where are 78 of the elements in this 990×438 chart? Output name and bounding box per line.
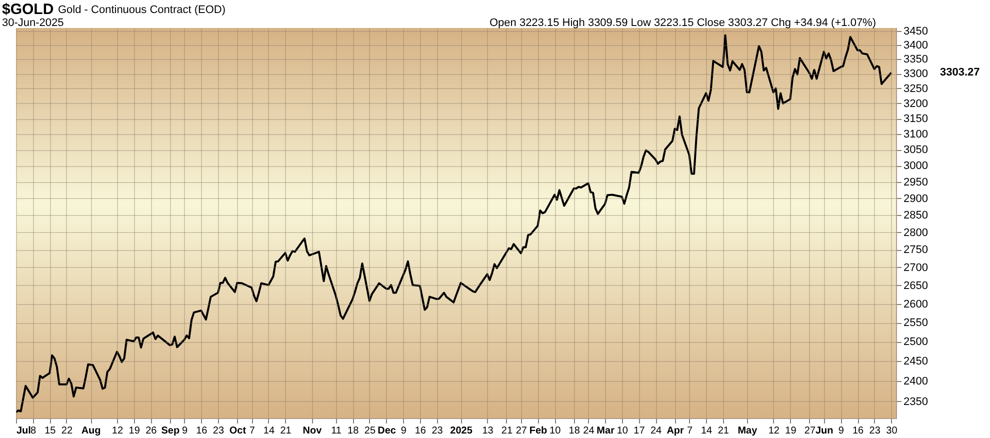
x-tick-label: 23 xyxy=(869,426,881,436)
x-tick-label: Feb xyxy=(529,426,548,436)
x-tick-label: 2025 xyxy=(450,426,473,436)
x-tick-label: 7 xyxy=(249,426,256,436)
y-tick-label: 2650 xyxy=(904,280,928,292)
y-tick-label: 3400 xyxy=(904,39,928,52)
x-tick-label: 24 xyxy=(650,426,662,436)
x-tick-label: 17 xyxy=(634,426,646,436)
y-tick-label: 2800 xyxy=(904,226,928,239)
y-tick-label: 3150 xyxy=(904,113,928,126)
x-tick-label: 9 xyxy=(182,426,188,436)
x-tick-label: 9 xyxy=(400,426,407,436)
y-tick-label: 2900 xyxy=(904,192,928,205)
x-tick-label: Apr xyxy=(666,426,684,436)
x-tick-label: 7 xyxy=(686,426,693,436)
x-tick-label: Nov xyxy=(302,426,322,436)
x-tick-label: 21 xyxy=(280,426,292,436)
y-tick-label: 2450 xyxy=(904,356,928,368)
y-tick-label: 3450 xyxy=(904,25,928,38)
x-tick-label: Aug xyxy=(81,426,101,436)
y-tick-label: 3100 xyxy=(904,128,928,141)
x-tick-label: Oct xyxy=(229,426,247,436)
y-tick-label: 2750 xyxy=(904,244,928,256)
x-tick-label: Jul xyxy=(16,426,32,436)
x-tick-label: 10 xyxy=(616,426,628,436)
x-tick-label: 22 xyxy=(61,426,73,436)
x-tick-label: 24 xyxy=(583,426,595,436)
y-tick-label: 3050 xyxy=(904,144,928,156)
x-tick-label: 27 xyxy=(804,426,816,436)
y-tick-label: 2950 xyxy=(904,176,928,188)
x-tick-label: 25 xyxy=(364,426,376,436)
y-tick-label: 3350 xyxy=(904,54,928,66)
x-tick-label: Dec xyxy=(378,426,396,436)
x-tick-label: 23 xyxy=(212,426,224,436)
y-tick-label: 3250 xyxy=(904,82,928,95)
x-tick-label: 21 xyxy=(718,426,730,436)
y-tick-label: 2350 xyxy=(904,396,928,408)
x-tick-label: 10 xyxy=(550,426,562,436)
y-tick-label: 2700 xyxy=(904,262,928,274)
text: 3303.27 xyxy=(940,66,980,79)
x-tick-label: 12 xyxy=(768,426,780,436)
x-tick-label: 26 xyxy=(146,426,158,436)
y-tick-label: 2500 xyxy=(904,336,928,348)
x-tick-label: 9 xyxy=(838,426,844,436)
x-tick-label: 14 xyxy=(700,426,713,436)
x-tick-label: 14 xyxy=(263,426,275,436)
x-tick-label: 8 xyxy=(30,426,37,436)
x-tick-label: Mar xyxy=(596,426,615,436)
line-series xyxy=(16,34,892,414)
x-tick-label: 16 xyxy=(196,426,208,436)
y-tick-label: 2600 xyxy=(904,298,928,310)
x-tick-label: Sep xyxy=(161,426,180,436)
x-tick-label: May xyxy=(738,426,758,436)
x-tick-label: 21 xyxy=(501,426,513,436)
y-tick-label: 2550 xyxy=(904,317,928,330)
x-tick-label: 18 xyxy=(348,426,360,436)
y-tick-label: 2400 xyxy=(904,376,928,388)
x-tick-label: 12 xyxy=(112,426,124,436)
x-tick-label: 15 xyxy=(44,426,56,436)
annotation: 30-Jun-2025 xyxy=(2,17,64,29)
x-tick-label: 13 xyxy=(482,426,494,436)
y-tick-label: 3300 xyxy=(904,68,928,80)
x-tick-label: 19 xyxy=(128,426,140,436)
x-tick-label: 19 xyxy=(785,426,797,436)
x-tick-label: 23 xyxy=(432,426,444,436)
x-tick-label: 30 xyxy=(886,426,898,436)
x-tick-label: 18 xyxy=(568,426,580,436)
y-tick-label: 3200 xyxy=(904,98,928,110)
y-tick-label: 3000 xyxy=(904,160,928,172)
x-tick-label: 16 xyxy=(414,426,426,436)
x-tick-label: 16 xyxy=(852,426,864,436)
chart-subtitle: Gold - Continuous Contract (EOD) xyxy=(58,4,226,16)
x-tick-label: Jun xyxy=(815,426,834,436)
annotation: Open 3223.15 High 3309.59 Low 3223.15 Close 3303.27 Chg +34.94 (+1.07%) xyxy=(489,17,876,29)
x-tick-label: 27 xyxy=(516,426,528,436)
chart-title: $GOLD xyxy=(2,1,54,18)
y-tick-label: 2850 xyxy=(904,210,928,222)
x-tick-label: 11 xyxy=(331,426,342,436)
